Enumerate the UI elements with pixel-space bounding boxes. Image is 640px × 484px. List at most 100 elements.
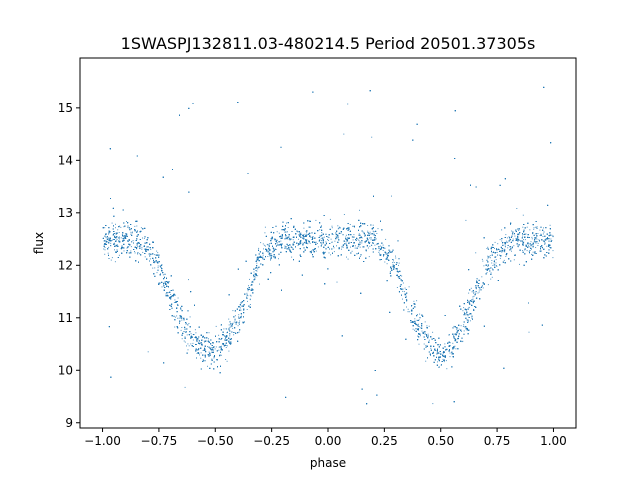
data-point (345, 241, 347, 243)
data-point (200, 352, 202, 354)
data-point (181, 338, 183, 340)
data-point (438, 366, 440, 368)
data-point (436, 351, 438, 353)
data-point (504, 245, 506, 247)
data-point (528, 331, 530, 333)
data-point (330, 238, 332, 240)
data-point (237, 325, 239, 327)
data-point (540, 233, 542, 235)
data-point (270, 257, 272, 258)
data-point (196, 337, 198, 339)
data-point (226, 360, 228, 362)
data-point (196, 344, 197, 345)
data-point (407, 311, 409, 313)
data-point (154, 267, 156, 269)
data-point (358, 245, 360, 247)
data-point (367, 230, 369, 232)
data-point (123, 237, 125, 239)
data-point (430, 347, 432, 349)
data-point (425, 360, 427, 362)
data-point (529, 229, 531, 231)
data-point (230, 324, 232, 326)
data-point (349, 224, 351, 225)
data-point (454, 333, 456, 334)
data-point (418, 343, 420, 345)
data-point (331, 227, 333, 229)
data-point (511, 250, 512, 252)
data-point (421, 330, 423, 332)
data-point (345, 236, 347, 238)
data-point (117, 229, 119, 231)
data-point (536, 226, 538, 228)
data-point (177, 317, 179, 319)
data-point (111, 257, 113, 259)
data-point (342, 234, 344, 236)
data-point (501, 251, 503, 253)
data-point (359, 246, 361, 248)
data-point (376, 243, 378, 245)
data-point (108, 237, 110, 239)
data-point (457, 332, 459, 334)
data-point (493, 263, 495, 265)
data-point (119, 238, 120, 240)
data-point (147, 351, 149, 353)
data-point (505, 234, 507, 236)
data-point (255, 276, 257, 278)
data-point (270, 238, 272, 240)
data-point (368, 241, 370, 243)
data-point (232, 322, 234, 324)
data-point (542, 236, 544, 237)
data-point (458, 333, 460, 335)
data-point (543, 227, 544, 229)
data-point (506, 237, 508, 239)
data-point (213, 342, 214, 344)
data-point (404, 287, 406, 289)
data-point (518, 230, 520, 231)
data-point (391, 195, 392, 197)
data-point (317, 246, 319, 248)
data-point (233, 334, 235, 336)
data-point (466, 319, 468, 321)
data-point (343, 133, 345, 135)
data-point (131, 241, 133, 243)
data-point (119, 236, 120, 238)
data-point (123, 240, 125, 241)
data-point (467, 320, 469, 322)
data-point (130, 233, 132, 235)
data-point (114, 261, 116, 263)
data-point (213, 346, 215, 348)
data-point (530, 244, 532, 246)
data-point (494, 241, 496, 243)
data-point (324, 251, 326, 253)
data-point (292, 239, 294, 241)
data-point (278, 258, 279, 260)
data-point (158, 282, 160, 284)
data-point (393, 262, 395, 263)
data-point (195, 332, 197, 334)
data-point (472, 296, 474, 298)
data-point (130, 250, 132, 252)
data-point (287, 231, 288, 233)
data-point (268, 244, 270, 246)
data-point (456, 330, 458, 332)
data-point (364, 242, 366, 244)
data-point (413, 300, 415, 302)
data-point (275, 245, 277, 247)
data-point (108, 246, 110, 248)
data-point (190, 343, 192, 345)
data-point (371, 136, 373, 138)
data-point (243, 309, 245, 311)
data-point (157, 265, 159, 267)
data-point (537, 245, 539, 246)
data-point (185, 322, 187, 324)
data-point (256, 257, 258, 259)
data-point (276, 244, 278, 246)
data-point (228, 327, 230, 329)
data-point (376, 233, 378, 234)
data-point (108, 233, 109, 235)
data-point (358, 243, 360, 245)
data-point (402, 298, 403, 300)
data-point (474, 291, 476, 293)
data-point (539, 229, 541, 231)
data-point (449, 356, 451, 358)
